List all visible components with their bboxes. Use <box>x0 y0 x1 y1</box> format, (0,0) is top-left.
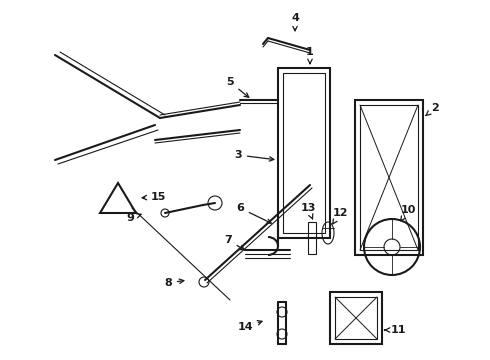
Text: 1: 1 <box>306 47 314 64</box>
Text: 3: 3 <box>234 150 274 161</box>
Text: 13: 13 <box>300 203 316 219</box>
Text: 8: 8 <box>164 278 184 288</box>
Text: 2: 2 <box>426 103 439 116</box>
Text: 11: 11 <box>385 325 406 335</box>
Text: 6: 6 <box>236 203 271 223</box>
Text: 10: 10 <box>400 205 416 221</box>
Text: 7: 7 <box>224 235 245 250</box>
Text: 15: 15 <box>142 192 166 202</box>
Text: 12: 12 <box>332 208 348 224</box>
Text: 4: 4 <box>291 13 299 31</box>
Text: 9: 9 <box>126 213 141 223</box>
Text: 5: 5 <box>226 77 249 97</box>
Text: 14: 14 <box>237 321 262 332</box>
